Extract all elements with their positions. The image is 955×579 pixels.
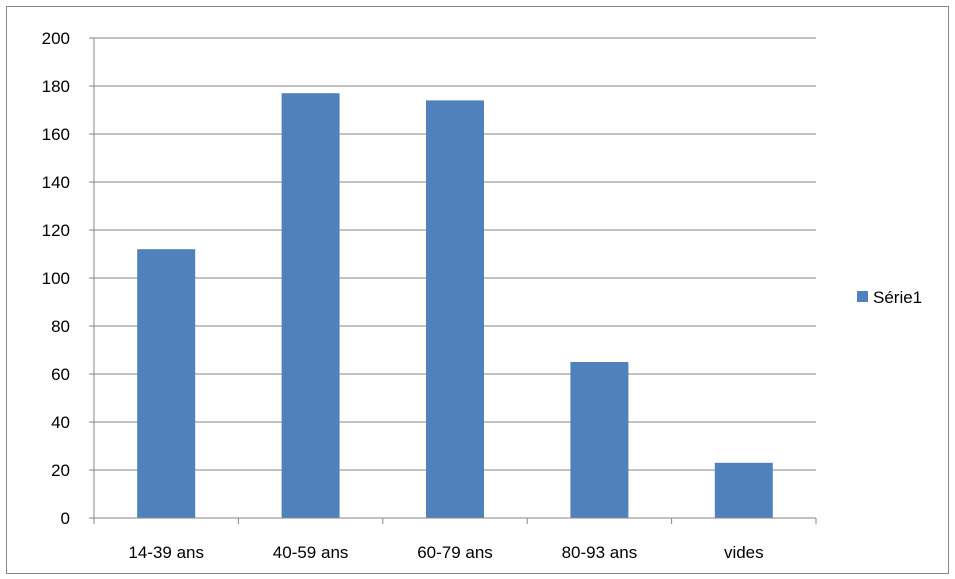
bar-vides xyxy=(714,462,773,518)
x-category-label: vides xyxy=(724,543,764,562)
y-tick-label: 40 xyxy=(51,413,70,432)
bars xyxy=(137,93,773,519)
x-category-label: 60-79 ans xyxy=(417,543,493,562)
y-axis-ticks: 0 20 40 60 80 100 120 140 160 180 200 xyxy=(42,29,94,528)
y-tick-label: 120 xyxy=(42,221,70,240)
bar-80-93-ans xyxy=(570,362,629,518)
y-tick-label: 80 xyxy=(51,317,70,336)
x-category-label: 14-39 ans xyxy=(128,543,204,562)
y-tick-label: 160 xyxy=(42,125,70,144)
y-tick-label: 60 xyxy=(51,365,70,384)
y-tick-label: 200 xyxy=(42,29,70,48)
bar-40-59-ans xyxy=(281,93,340,518)
x-axis-labels: 14-39 ans 40-59 ans 60-79 ans 80-93 ans vide… xyxy=(93,518,817,562)
legend-swatch xyxy=(857,291,868,302)
x-category-label: 80-93 ans xyxy=(562,543,638,562)
legend: Série1 xyxy=(857,288,922,307)
y-tick-label: 140 xyxy=(42,173,70,192)
x-category-label: 40-59 ans xyxy=(273,543,349,562)
y-tick-label: 0 xyxy=(61,509,70,528)
y-tick-label: 100 xyxy=(42,269,70,288)
legend-label: Série1 xyxy=(873,288,922,307)
gridlines xyxy=(94,37,816,471)
bar-60-79-ans xyxy=(426,100,484,519)
y-tick-label: 20 xyxy=(51,461,70,480)
y-tick-label: 180 xyxy=(42,77,70,96)
bar-14-39-ans xyxy=(137,249,196,518)
